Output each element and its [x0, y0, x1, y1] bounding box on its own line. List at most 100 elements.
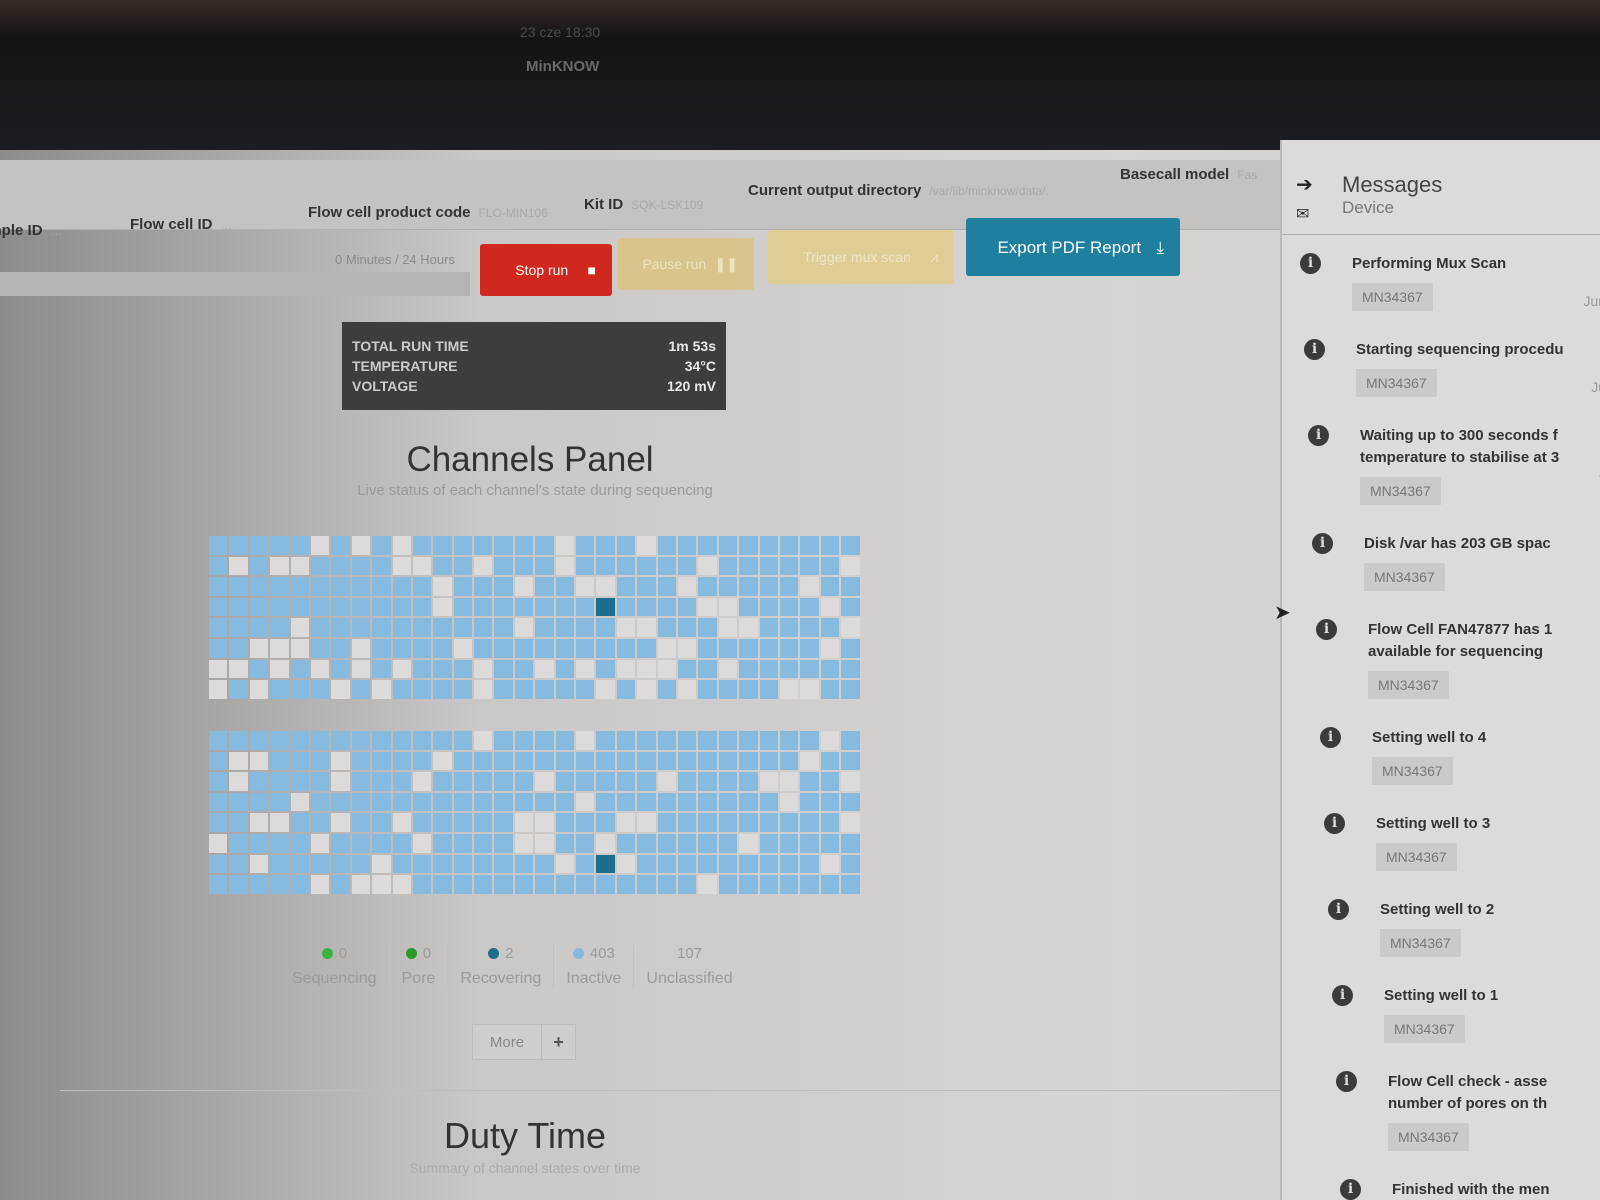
channel-cell[interactable]	[392, 813, 411, 832]
channel-cell[interactable]	[718, 813, 738, 832]
channel-cell[interactable]	[820, 659, 840, 679]
channel-cell[interactable]	[576, 833, 595, 853]
channel-cell[interactable]	[555, 854, 575, 874]
channel-cell[interactable]	[779, 618, 799, 637]
channel-cell[interactable]	[392, 833, 411, 853]
channel-cell[interactable]	[474, 751, 493, 771]
channel-cell[interactable]	[616, 813, 636, 832]
channel-cell[interactable]	[433, 597, 452, 617]
channel-cell[interactable]	[331, 638, 350, 658]
channel-cell[interactable]	[739, 813, 758, 832]
channel-cell[interactable]	[494, 792, 513, 812]
channel-cell[interactable]	[372, 680, 391, 699]
channel-cell[interactable]	[596, 854, 615, 874]
channel-cell[interactable]	[331, 813, 350, 832]
channel-cell[interactable]	[657, 833, 676, 853]
channel-cell[interactable]	[372, 577, 391, 596]
channel-cell[interactable]	[249, 597, 269, 617]
channel-cell[interactable]	[616, 875, 636, 894]
channel-cell[interactable]	[474, 833, 493, 853]
channel-cell[interactable]	[412, 618, 432, 637]
channel-cell[interactable]	[433, 875, 452, 894]
channel-cell[interactable]	[453, 577, 473, 596]
channel-cell[interactable]	[555, 659, 575, 679]
channel-cell[interactable]	[576, 731, 595, 750]
channel-cell[interactable]	[800, 854, 819, 874]
channel-cell[interactable]	[453, 536, 473, 555]
channel-cell[interactable]	[698, 875, 717, 894]
channel-cell[interactable]	[270, 659, 289, 679]
channel-cell[interactable]	[474, 638, 493, 658]
channel-cell[interactable]	[718, 854, 738, 874]
channel-cell[interactable]	[535, 813, 554, 832]
channel-cell[interactable]	[800, 751, 819, 771]
channel-cell[interactable]	[576, 813, 595, 832]
channel-cell[interactable]	[514, 875, 534, 894]
channel-cell[interactable]	[555, 597, 575, 617]
channel-cell[interactable]	[270, 618, 289, 637]
channel-cell[interactable]	[412, 577, 432, 596]
channel-cell[interactable]	[331, 659, 350, 679]
channel-cell[interactable]	[474, 556, 493, 576]
channel-cell[interactable]	[555, 536, 575, 555]
channel-cell[interactable]	[535, 618, 554, 637]
channel-cell[interactable]	[514, 854, 534, 874]
channel-cell[interactable]	[249, 731, 269, 750]
channel-cell[interactable]	[392, 875, 411, 894]
channel-cell[interactable]	[657, 751, 676, 771]
channel-cell[interactable]	[739, 659, 758, 679]
channel-cell[interactable]	[698, 680, 717, 699]
channel-cell[interactable]	[718, 536, 738, 555]
channel-cell[interactable]	[249, 556, 269, 576]
channel-cell[interactable]	[331, 792, 350, 812]
channel-cell[interactable]	[494, 577, 513, 596]
channel-cell[interactable]	[290, 618, 309, 637]
channel-cell[interactable]	[779, 772, 799, 791]
channel-cell[interactable]	[331, 833, 350, 853]
channel-cell[interactable]	[310, 536, 330, 555]
channel-cell[interactable]	[229, 854, 248, 874]
channel-cell[interactable]	[616, 577, 636, 596]
channel-cell[interactable]	[637, 680, 656, 699]
channel-cell[interactable]	[249, 751, 269, 771]
channel-cell[interactable]	[535, 680, 554, 699]
channel-cell[interactable]	[677, 536, 697, 555]
channel-cell[interactable]	[677, 854, 697, 874]
channel-cell[interactable]	[494, 875, 513, 894]
channel-cell[interactable]	[433, 680, 452, 699]
channel-cell[interactable]	[779, 813, 799, 832]
channel-cell[interactable]	[331, 772, 350, 791]
channel-cell[interactable]	[739, 680, 758, 699]
channel-cell[interactable]	[759, 813, 778, 832]
channel-cell[interactable]	[351, 792, 371, 812]
channel-cell[interactable]	[677, 556, 697, 576]
channel-cell[interactable]	[392, 618, 411, 637]
channel-cell[interactable]	[779, 680, 799, 699]
channel-cell[interactable]	[800, 577, 819, 596]
channel-cell[interactable]	[453, 751, 473, 771]
channel-cell[interactable]	[841, 751, 860, 771]
channel-cell[interactable]	[270, 813, 289, 832]
channel-cell[interactable]	[841, 792, 860, 812]
channel-cell[interactable]	[209, 731, 228, 750]
channel-cell[interactable]	[677, 731, 697, 750]
channel-cell[interactable]	[841, 875, 860, 894]
channel-cell[interactable]	[351, 875, 371, 894]
channel-cell[interactable]	[759, 577, 778, 596]
channel-cell[interactable]	[555, 772, 575, 791]
channel-cell[interactable]	[739, 854, 758, 874]
channel-cell[interactable]	[677, 772, 697, 791]
channel-cell[interactable]	[677, 813, 697, 832]
channel-cell[interactable]	[535, 854, 554, 874]
channel-cell[interactable]	[535, 792, 554, 812]
channel-cell[interactable]	[677, 833, 697, 853]
channel-cell[interactable]	[841, 597, 860, 617]
channel-cell[interactable]	[841, 536, 860, 555]
channel-cell[interactable]	[779, 638, 799, 658]
channel-cell[interactable]	[616, 772, 636, 791]
channel-cell[interactable]	[229, 833, 248, 853]
channel-cell[interactable]	[270, 772, 289, 791]
channel-cell[interactable]	[555, 875, 575, 894]
channel-cell[interactable]	[555, 638, 575, 658]
channel-cell[interactable]	[351, 556, 371, 576]
